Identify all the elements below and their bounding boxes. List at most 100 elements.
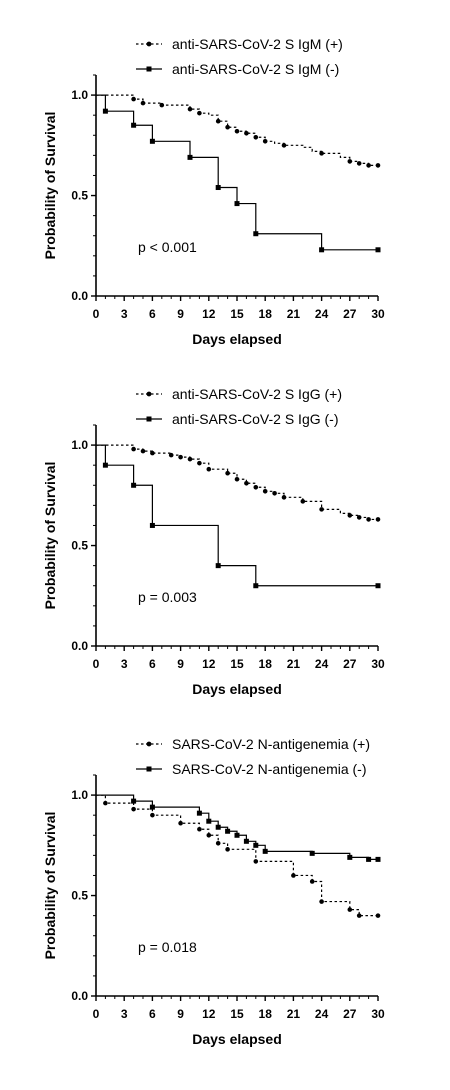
data-point [234,832,240,838]
data-point [197,826,202,832]
x-tick-label: 15 [230,1007,244,1021]
legend-marker [146,416,152,422]
data-point [244,480,249,486]
x-tick-label: 24 [315,1007,329,1021]
p-value-annotation: p = 0.018 [138,939,197,955]
data-point [131,96,136,102]
data-point [253,231,259,237]
data-point [281,495,287,500]
data-point [244,130,249,136]
data-point [281,143,287,148]
data-point [102,108,108,114]
x-tick-label: 6 [149,657,156,671]
data-point [225,124,230,130]
data-point [375,163,381,168]
x-tick-label: 9 [177,657,184,671]
x-axis-label: Days elapsed [192,681,282,697]
data-point [103,800,108,806]
x-tick-label: 18 [259,1007,273,1021]
chart-panel-2: anti-SARS-CoV-2 S IgG (+) anti-SARS-CoV-2… [42,386,385,697]
data-point [178,454,183,460]
legend-marker [146,741,152,747]
x-tick-label: 3 [121,1007,128,1021]
y-tick-label: 1.0 [71,88,88,102]
data-point [375,913,381,918]
data-point [309,879,315,884]
data-point [140,448,146,454]
x-tick-label: 12 [202,307,216,321]
x-tick-label: 30 [371,657,385,671]
data-point [150,812,155,818]
data-point [347,513,353,518]
chart-panel-3: SARS-CoV-2 N-antigenemia (+) SARS-CoV-2 N… [42,736,385,1047]
data-point [149,138,155,144]
y-tick-label: 0.0 [71,289,88,303]
y-tick-label: 1.0 [71,438,88,452]
legend-label: anti-SARS-CoV-2 S IgM (-) [172,61,339,77]
legend-marker [146,391,152,397]
series-line [96,444,378,521]
p-value-annotation: p = 0.003 [138,589,197,605]
data-point [309,850,315,856]
x-tick-label: 24 [315,307,329,321]
data-point [319,247,325,253]
data-point [366,517,371,522]
data-point [215,185,221,191]
data-point [366,856,372,862]
y-tick-label: 1.0 [71,788,88,802]
series-line [96,94,378,167]
data-point [187,456,193,462]
data-point [234,201,240,207]
data-point [262,139,268,144]
series-line [96,794,378,917]
data-point [215,118,221,124]
data-point [319,899,324,904]
data-point [375,517,381,522]
x-axis-label: Days elapsed [192,1031,282,1047]
data-point [234,128,240,134]
legend-entry: anti-SARS-CoV-2 S IgG (+) [136,386,342,402]
x-tick-label: 18 [259,657,273,671]
data-point [187,154,193,160]
data-point [366,163,371,168]
data-point [272,491,277,496]
data-point [253,583,259,589]
data-point [131,482,137,488]
data-point [356,161,362,166]
legend-entry: anti-SARS-CoV-2 S IgM (-) [136,61,339,77]
data-point [149,804,155,810]
legend-entry: anti-SARS-CoV-2 S IgG (-) [136,411,339,427]
y-axis-label: Probability of Survival [42,812,58,960]
data-point [243,838,249,844]
legend-marker [146,66,152,72]
y-tick-label: 0.5 [71,189,88,203]
data-point [150,450,155,456]
x-tick-label: 27 [343,657,357,671]
data-point [149,522,155,528]
chart-panel-1: anti-SARS-CoV-2 S IgM (+) anti-SARS-CoV-2… [42,36,385,347]
data-point [131,446,136,452]
data-point [253,859,259,864]
data-point [375,247,381,253]
series-line [96,444,378,587]
data-point [225,828,231,834]
y-tick-label: 0.5 [71,889,88,903]
data-point [131,798,137,804]
y-tick-label: 0.5 [71,539,88,553]
x-tick-label: 30 [371,1007,385,1021]
data-point [215,841,221,846]
data-point [356,913,362,918]
data-point [178,820,183,826]
data-point [225,470,230,476]
legend-label: anti-SARS-CoV-2 S IgG (-) [172,411,339,427]
data-point [168,452,174,458]
y-tick-label: 0.0 [71,989,88,1003]
data-point [356,515,362,520]
x-tick-label: 0 [93,657,100,671]
data-point [300,499,306,504]
x-axis-label: Days elapsed [192,331,282,347]
data-point [196,810,202,816]
x-tick-label: 12 [202,1007,216,1021]
x-tick-label: 6 [149,1007,156,1021]
